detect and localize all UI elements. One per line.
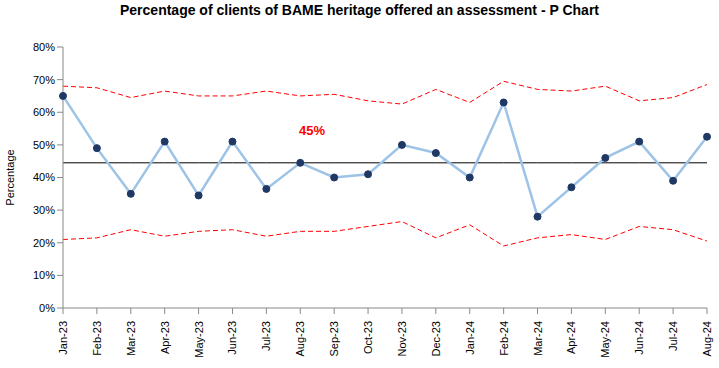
svg-text:Jun-24: Jun-24 (633, 321, 645, 355)
svg-text:60%: 60% (33, 106, 55, 118)
svg-text:Mar-24: Mar-24 (532, 321, 544, 356)
svg-text:Percentage: Percentage (8, 149, 16, 205)
svg-text:Apr-23: Apr-23 (159, 321, 171, 354)
svg-text:Aug-23: Aug-23 (294, 321, 306, 356)
svg-text:Sep-23: Sep-23 (328, 321, 340, 356)
html-text:Percentage of clients of BAME: Percentage of clients of BAME heritage o… (120, 2, 599, 18)
svg-text:Apr-24: Apr-24 (565, 321, 577, 354)
svg-text:20%: 20% (33, 237, 55, 249)
svg-text:Aug-24: Aug-24 (701, 321, 711, 356)
svg-text:Feb-24: Feb-24 (498, 321, 510, 356)
svg-text:Jan-24: Jan-24 (464, 321, 476, 355)
svg-text:Mar-23: Mar-23 (125, 321, 137, 356)
svg-text:80%: 80% (33, 41, 55, 53)
svg-text:Jun-23: Jun-23 (226, 321, 238, 355)
svg-text:Jan-23: Jan-23 (57, 321, 69, 355)
svg-text:May-23: May-23 (193, 321, 205, 358)
svg-text:Feb-23: Feb-23 (91, 321, 103, 356)
svg-text:Jul-23: Jul-23 (260, 321, 272, 351)
svg-text:70%: 70% (33, 74, 55, 86)
svg-text:0%: 0% (39, 302, 55, 314)
svg-text:Dec-23: Dec-23 (430, 321, 442, 356)
svg-text:40%: 40% (33, 171, 55, 183)
svg-text:50%: 50% (33, 139, 55, 151)
svg-text:Jul-24: Jul-24 (667, 321, 679, 351)
html-text:45%: 45% (299, 123, 325, 138)
svg-text:Oct-23: Oct-23 (362, 321, 374, 354)
svg-text:May-24: May-24 (599, 321, 611, 358)
svg-text:30%: 30% (33, 204, 55, 216)
svg-text:10%: 10% (33, 269, 55, 281)
svg-text:Nov-23: Nov-23 (396, 321, 408, 356)
